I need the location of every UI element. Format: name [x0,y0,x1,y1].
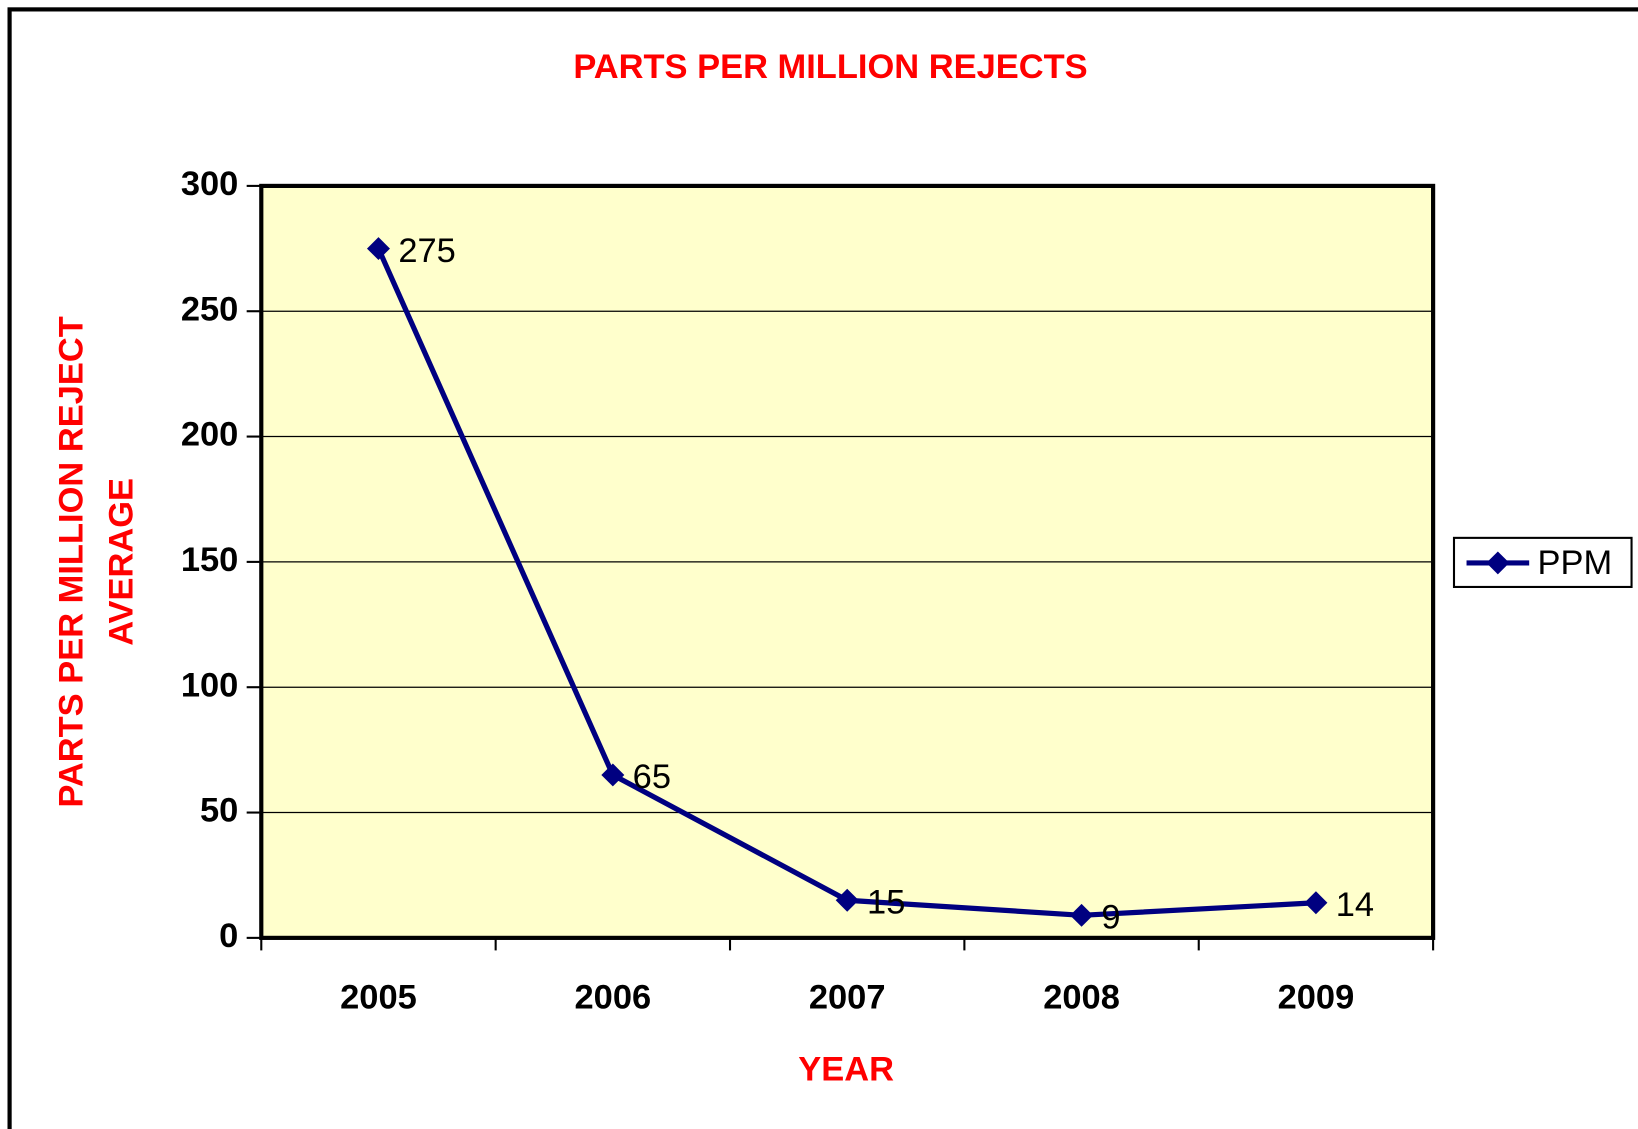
x-tick-label: 2009 [1278,979,1355,1017]
y-tick-label: 250 [181,290,238,328]
y-tick-label: 100 [181,666,238,704]
x-tick-label: 2005 [340,979,417,1017]
marker [1304,891,1328,915]
y-axis-label: AVERAGE [103,478,141,646]
plot-border [259,183,1436,940]
y-tick-label: 150 [181,541,238,579]
chart-title: PARTS PER MILLION REJECTS [573,48,1087,86]
marker [366,237,390,261]
y-tick-label: 200 [181,416,238,454]
data-label: 9 [1101,899,1120,937]
data-label: 65 [633,758,671,796]
y-axis-label: PARTS PER MILLION REJECT [52,316,90,807]
y-tick-label: 50 [200,792,238,830]
data-label: 275 [398,232,455,270]
marker [835,888,859,912]
x-tick-label: 2006 [575,979,652,1017]
marker [1070,903,1094,927]
data-label: 15 [867,884,905,922]
data-label: 14 [1336,886,1374,924]
y-tick-label: 0 [219,917,238,955]
x-tick-label: 2008 [1043,979,1120,1017]
legend-label: PPM [1538,544,1613,582]
legend-marker [1486,551,1510,575]
x-axis-label: YEAR [798,1051,894,1089]
y-tick-label: 300 [181,165,238,203]
x-tick-label: 2007 [809,979,886,1017]
